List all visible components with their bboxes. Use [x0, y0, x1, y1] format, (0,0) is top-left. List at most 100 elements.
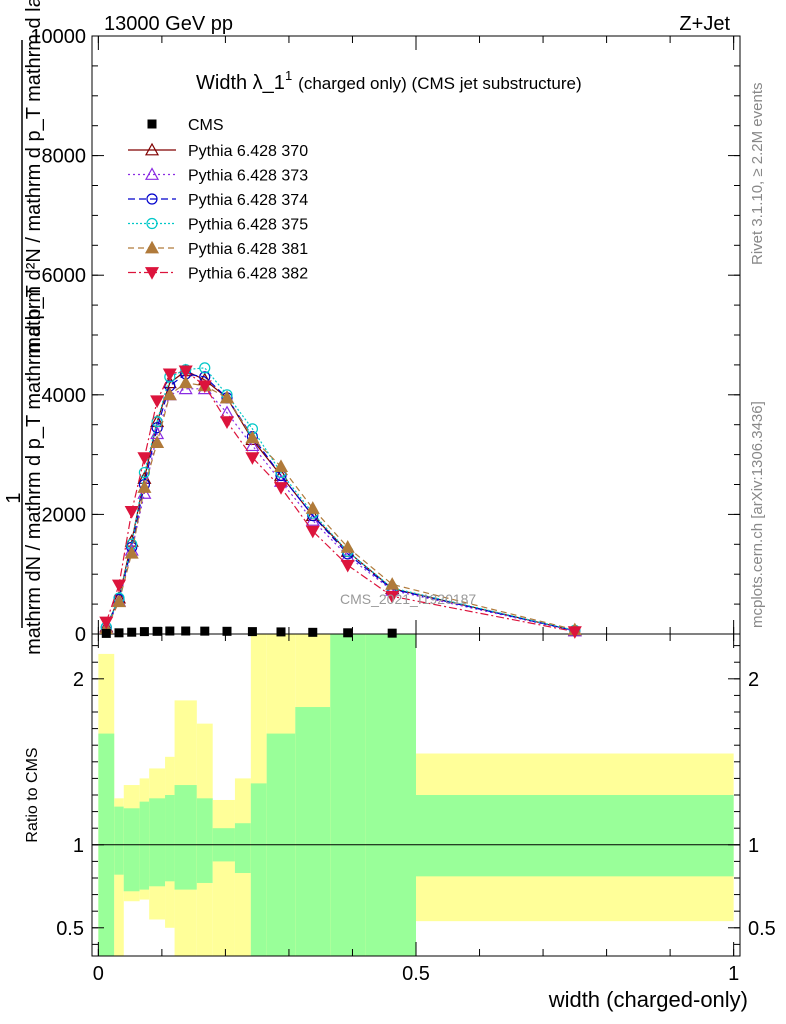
- process-label: Z+Jet: [679, 13, 730, 35]
- ratio-tick-label: 2: [73, 669, 84, 691]
- ratio-band-inner: [114, 806, 124, 875]
- ratio-tick-label: 1: [73, 835, 84, 857]
- analysis-watermark: CMS_2021_I1920187: [340, 591, 476, 607]
- ratio-band-inner: [416, 795, 734, 877]
- ratio-tick-label-right: 1: [748, 835, 759, 857]
- series-point: [111, 594, 127, 608]
- series-point: [340, 540, 355, 553]
- plot-title: Width λ_11 (charged only) (CMS jet substr…: [196, 68, 582, 94]
- main-plot-frame: 0 2000 4000 6000 8000 10000: [30, 26, 741, 956]
- series-point: [219, 416, 235, 429]
- legend-label: Pythia 6.428 374: [188, 192, 308, 209]
- series-point: [245, 452, 260, 465]
- series-point: [138, 466, 151, 479]
- series-point: [178, 365, 193, 379]
- y-tick-label: 2000: [42, 504, 87, 526]
- ratio-tick-label: 0.5: [56, 918, 84, 940]
- x-tick-label: 0: [93, 963, 104, 985]
- legend-marker: [144, 240, 160, 254]
- cms-point: [276, 627, 286, 637]
- series-line: [105, 370, 575, 633]
- cms-point: [387, 628, 397, 638]
- ratio-band-inner: [139, 801, 150, 890]
- series-point: [385, 590, 400, 604]
- plot-title-rest: (charged only) (CMS jet substructure): [298, 74, 581, 93]
- mcplots-note: mcplots.cern.ch [arXiv:1306.3436]: [749, 401, 766, 628]
- series-point: [219, 390, 235, 404]
- series-point: [197, 380, 212, 394]
- series-line: [105, 373, 575, 632]
- legend-marker: [144, 167, 160, 180]
- legend-label: CMS: [188, 117, 224, 134]
- plot-title-main: Width λ_1: [196, 72, 285, 94]
- ratio-tick-label-right: 0.5: [748, 918, 776, 940]
- ratio-band-inner: [234, 823, 251, 874]
- cms-point: [152, 626, 162, 636]
- x-tick-label: 1: [728, 963, 739, 985]
- cms-point: [200, 626, 210, 636]
- y-axis-label-bottom: mathrm dN / mathrm d p_T mathrm d p_T: [23, 285, 45, 655]
- cms-data: [101, 626, 397, 638]
- series-point: [111, 579, 127, 593]
- series-point: [245, 430, 260, 444]
- series-point: [178, 375, 193, 389]
- cms-point: [127, 627, 137, 637]
- mc-series: [99, 362, 582, 639]
- ratio-band-inner: [330, 634, 366, 956]
- ratio-band-inner: [149, 798, 166, 887]
- series-point: [124, 506, 139, 519]
- y-tick-label: 0: [75, 624, 86, 646]
- series-point: [151, 422, 163, 434]
- y-axis-label-top: mathrm d²N / mathrm d p_T mathrm d lambd…: [23, 0, 45, 354]
- ratio-band-outer: [114, 798, 124, 956]
- legend-marker: [146, 217, 158, 230]
- y-tick-label: 4000: [42, 385, 87, 407]
- y-axis-label-one: 1: [3, 492, 25, 503]
- series-point: [99, 616, 114, 630]
- series-point: [162, 387, 177, 401]
- ratio-band-inner: [174, 785, 197, 890]
- cms-point: [165, 626, 175, 636]
- series-point: [162, 368, 177, 382]
- series-point: [305, 525, 320, 539]
- series-point: [305, 501, 320, 514]
- ratio-band-inner: [365, 634, 416, 956]
- series-point: [199, 362, 211, 374]
- series-point: [273, 482, 289, 495]
- rivet-note: Rivet 3.1.10, ≥ 2.2M events: [749, 83, 766, 266]
- legend-marker: [144, 142, 160, 156]
- series-point: [137, 480, 152, 493]
- series-point: [150, 435, 165, 449]
- cms-point: [222, 626, 232, 636]
- energy-label: 13000 GeV pp: [104, 13, 233, 35]
- ratio-bands: [98, 634, 734, 956]
- ratio-axis-label: Ratio to CMS: [24, 747, 41, 842]
- legend-label: Pythia 6.428 382: [188, 266, 308, 283]
- cms-point: [247, 627, 257, 637]
- legend-label: Pythia 6.428 375: [188, 217, 308, 234]
- ratio-band-inner: [196, 798, 213, 883]
- y-tick-label: 6000: [42, 265, 87, 287]
- ratio-band-inner: [165, 795, 175, 882]
- x-axis-label: width (charged-only): [548, 987, 748, 1012]
- cms-point: [343, 628, 353, 638]
- cms-point: [101, 628, 111, 638]
- ratio-band-inner: [295, 707, 331, 956]
- cms-point: [139, 627, 149, 637]
- legend-marker: [147, 119, 157, 129]
- series-point: [273, 459, 289, 472]
- y-tick-label: 8000: [42, 146, 87, 168]
- legend-label: Pythia 6.428 373: [188, 168, 308, 185]
- series-point: [124, 546, 139, 559]
- x-tick-label: 0.5: [402, 963, 430, 985]
- plot-title-sup: 1: [285, 68, 292, 83]
- legend-marker: [144, 267, 160, 280]
- legend-marker: [146, 193, 158, 205]
- ratio-tick-label-right: 2: [748, 669, 759, 691]
- series-point: [245, 438, 260, 452]
- legend-label: Pythia 6.428 381: [188, 241, 308, 258]
- series-point: [340, 559, 355, 573]
- series-point: [385, 577, 400, 590]
- legend-label: Pythia 6.428 370: [188, 143, 308, 160]
